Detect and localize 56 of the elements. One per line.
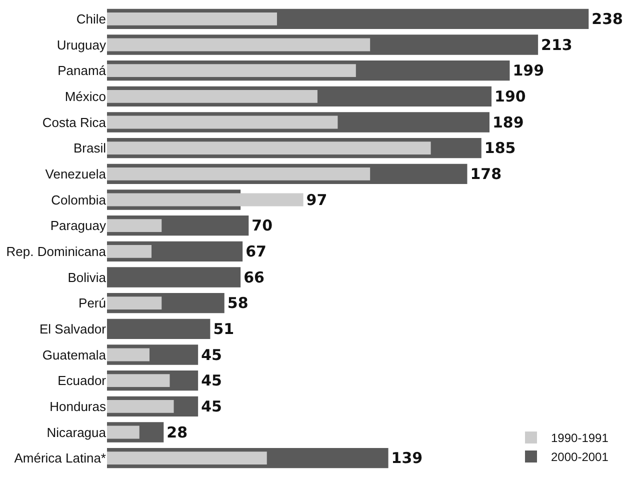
y-tick-label: Uruguay [56, 37, 106, 52]
y-tick-label: Panamá [58, 63, 107, 78]
data-label: 67 [246, 242, 266, 260]
y-tick-label: América Latina* [14, 450, 106, 466]
bar [107, 400, 174, 413]
legend-label: 2000-2001 [551, 450, 609, 464]
y-tick-label: Paraguay [50, 218, 106, 234]
data-label: 185 [484, 139, 516, 158]
y-tick-label: México [64, 88, 106, 104]
data-label: 189 [492, 113, 524, 132]
bar [107, 452, 267, 465]
data-label: 45 [201, 397, 222, 416]
y-tick-label: Perú [78, 296, 106, 311]
bar [107, 38, 370, 52]
bar [107, 244, 152, 258]
bar [107, 12, 277, 26]
data-label: 190 [494, 87, 526, 106]
y-tick-label: Colombia [51, 192, 107, 208]
data-label: 238 [592, 10, 623, 28]
data-label: 97 [306, 190, 328, 209]
bar [107, 348, 150, 362]
bar [107, 267, 241, 288]
data-label: 178 [470, 164, 502, 183]
bar [107, 116, 338, 129]
data-label: 70 [252, 216, 273, 235]
y-tick-label: Rep. Dominicana [6, 244, 107, 259]
y-tick-label: Bolivia [68, 270, 107, 285]
bar [107, 219, 162, 232]
y-tick-label: Nicaragua [46, 424, 107, 440]
data-label: 139 [391, 449, 423, 468]
bar [107, 167, 370, 180]
bar [107, 426, 140, 439]
y-tick-label: Chile [76, 11, 106, 26]
y-tick-label: El Salvador [40, 321, 107, 336]
y-tick-label: Ecuador [58, 373, 107, 388]
bar [107, 193, 304, 206]
bar [107, 90, 318, 103]
data-label: 45 [201, 372, 222, 390]
data-label: 28 [166, 423, 188, 442]
y-tick-label: Honduras [50, 398, 106, 414]
data-label: 199 [512, 62, 544, 80]
data-label: 213 [541, 36, 572, 54]
bar [107, 374, 170, 388]
data-label: 66 [244, 268, 264, 286]
y-tick-label: Guatemala [42, 347, 107, 362]
bar [107, 318, 210, 339]
bar [107, 296, 162, 310]
data-label: 45 [201, 346, 222, 364]
data-label: 51 [213, 320, 234, 338]
y-tick-label: Costa Rica [42, 114, 107, 130]
legend-label: 1990-1991 [551, 431, 609, 446]
y-tick-label: Venezuela [45, 166, 107, 182]
data-label: 58 [227, 294, 248, 312]
bar [107, 64, 356, 78]
bar [107, 142, 431, 155]
y-tick-label: Brasil [73, 140, 106, 156]
